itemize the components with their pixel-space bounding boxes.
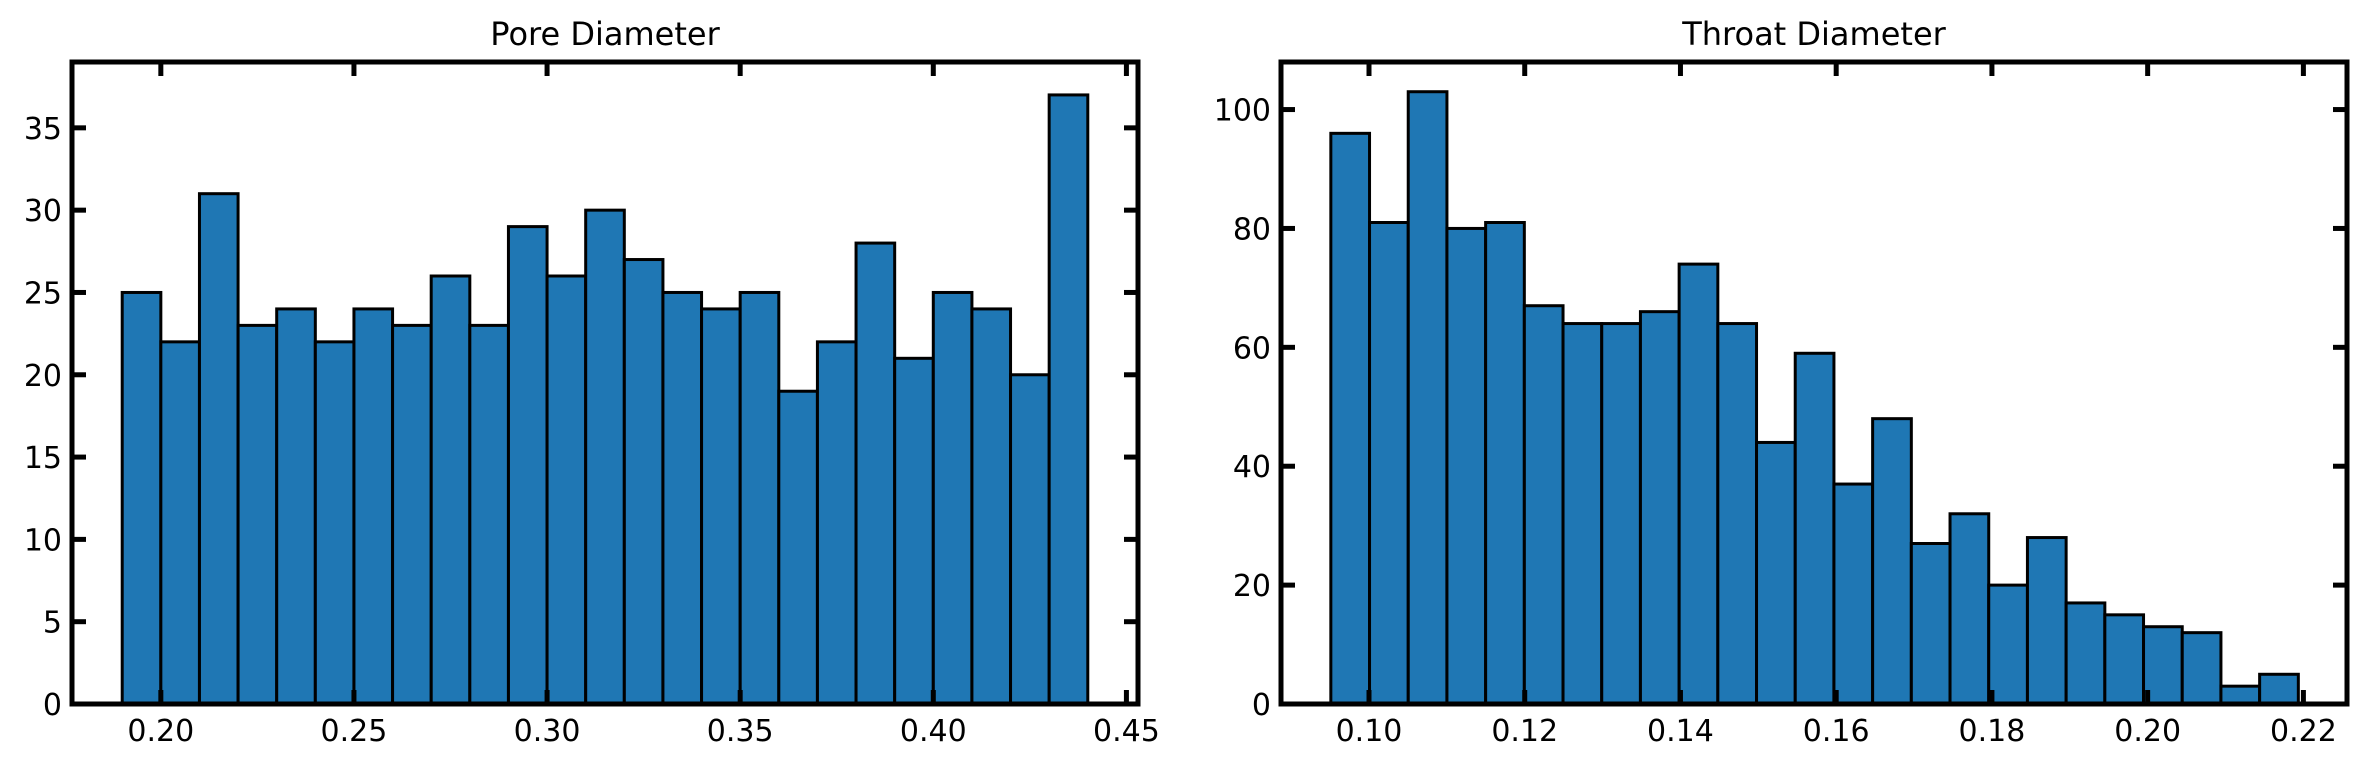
chart-title: Throat Diameter — [1681, 15, 1946, 53]
histogram-bar — [931, 290, 974, 706]
y-tick-label: 0 — [1252, 688, 1271, 723]
x-tick-label: 0.22 — [2270, 714, 2337, 749]
histogram-bar — [352, 307, 395, 706]
histogram-bar — [1561, 322, 1604, 706]
histogram-bar — [2258, 672, 2300, 706]
histogram-bar — [2219, 684, 2262, 706]
histogram-bar — [1755, 440, 1797, 706]
histogram-bar — [1948, 512, 1991, 706]
y-tick-label: 5 — [43, 606, 62, 641]
histogram-bar — [1600, 322, 1642, 706]
histogram-bar — [2064, 601, 2107, 706]
histogram-bar — [313, 340, 356, 706]
chart-title: Pore Diameter — [490, 15, 720, 53]
histogram-bar — [1677, 262, 1720, 706]
histogram-bar — [1909, 542, 1952, 706]
x-tick-label: 0.40 — [900, 714, 967, 749]
y-tick-label: 10 — [24, 523, 62, 558]
y-tick-label: 15 — [24, 441, 62, 476]
histogram-bar — [1329, 131, 1372, 706]
histogram-bar — [777, 389, 819, 706]
histogram-bar — [429, 274, 472, 706]
histogram-bar — [622, 258, 665, 706]
y-tick-label: 40 — [1233, 450, 1271, 485]
x-tick-label: 0.20 — [127, 714, 194, 749]
histogram-bar — [1987, 583, 2029, 706]
histogram-bar — [893, 356, 935, 706]
histogram-bar — [159, 340, 201, 706]
y-tick-label: 100 — [1214, 94, 1271, 129]
histogram-bar — [854, 241, 897, 706]
axes-frame — [69, 59, 1141, 707]
histogram-bar — [584, 208, 626, 706]
histogram-bar — [661, 290, 704, 706]
histogram-bar — [2025, 536, 2068, 706]
histogram-bar — [1638, 310, 1681, 706]
throat-diameter-panel: Throat Diameter 0.10 0.12 0.14 0.16 0.18 0.20… — [1214, 15, 2350, 749]
histogram-bar — [506, 225, 549, 706]
x-tick-label: 0.25 — [321, 714, 388, 749]
histogram-bar — [545, 274, 588, 706]
histogram-bar — [236, 323, 279, 706]
histogram-bar — [1009, 373, 1051, 706]
y-tick-label: 0 — [43, 688, 62, 723]
histogram-bar — [275, 307, 317, 706]
histogram-bar — [1522, 304, 1565, 706]
histogram-bar — [1871, 417, 1913, 706]
y-tick-label: 20 — [24, 359, 62, 394]
histogram-bar — [1368, 221, 1410, 706]
histogram-bar — [1445, 226, 1488, 706]
pore-diameter-panel: Pore Diameter 0.20 0.25 0.30 0.35 0.40 0.45 0 5… — [24, 15, 1160, 749]
histogram-bar — [700, 307, 742, 706]
x-tick-label: 0.16 — [1803, 714, 1870, 749]
histogram-bar — [1047, 93, 1090, 706]
histogram-bar — [970, 307, 1013, 706]
y-tick-label: 60 — [1233, 331, 1271, 366]
y-tick-label: 20 — [1233, 569, 1271, 604]
histogram-bar — [1832, 482, 1875, 706]
histogram-bar — [2103, 613, 2146, 706]
histogram-bar — [391, 323, 433, 706]
y-tick-label: 80 — [1233, 212, 1271, 247]
x-tick-label: 0.18 — [1959, 714, 2026, 749]
x-tick-label: 0.20 — [2114, 714, 2181, 749]
axes-frame — [1278, 59, 2350, 707]
histogram-bar — [1484, 221, 1526, 706]
histogram-bar — [468, 323, 510, 706]
y-tick-label: 30 — [24, 194, 62, 229]
histogram-bar — [2180, 631, 2223, 706]
histogram-bar — [197, 192, 240, 706]
x-tick-label: 0.12 — [1491, 714, 1558, 749]
histogram-bar — [1406, 90, 1449, 706]
histogram-bar — [815, 340, 858, 706]
y-tick-label: 35 — [24, 112, 62, 147]
x-tick-label: 0.14 — [1647, 714, 1714, 749]
histogram-bar — [1793, 351, 1836, 706]
histogram-bar — [1716, 322, 1759, 706]
y-tick-label: 25 — [24, 276, 62, 311]
histogram-bar — [738, 290, 781, 706]
x-tick-label: 0.45 — [1093, 714, 1160, 749]
histogram-bar — [120, 290, 163, 706]
x-tick-label: 0.30 — [514, 714, 581, 749]
x-tick-label: 0.35 — [707, 714, 774, 749]
x-tick-label: 0.10 — [1336, 714, 1403, 749]
